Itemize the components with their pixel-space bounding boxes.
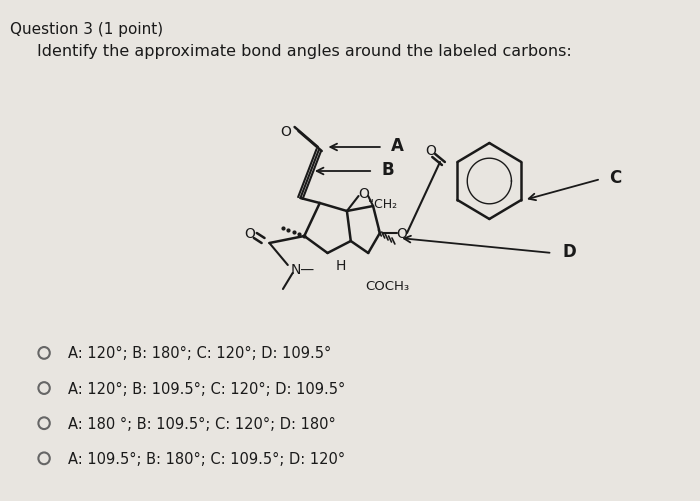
Text: A: 109.5°; B: 180°; C: 109.5°; D: 120°: A: 109.5°; B: 180°; C: 109.5°; D: 120° — [68, 451, 345, 466]
Text: D: D — [563, 242, 577, 261]
Text: B: B — [382, 161, 394, 179]
Text: O: O — [281, 125, 291, 139]
Text: O: O — [425, 144, 436, 158]
Text: COCH₃: COCH₃ — [365, 280, 410, 293]
Text: A: 120°; B: 180°; C: 120°; D: 109.5°: A: 120°; B: 180°; C: 120°; D: 109.5° — [68, 346, 331, 361]
Text: Identify the approximate bond angles around the labeled carbons:: Identify the approximate bond angles aro… — [37, 44, 572, 59]
Text: H: H — [336, 259, 346, 273]
Text: O: O — [397, 226, 407, 240]
Text: O: O — [358, 187, 369, 200]
Text: A: A — [391, 137, 404, 155]
Text: Question 3 (1 point): Question 3 (1 point) — [10, 22, 163, 37]
Text: N—: N— — [290, 263, 315, 277]
Text: O: O — [244, 226, 256, 240]
Text: A: 120°; B: 109.5°; C: 120°; D: 109.5°: A: 120°; B: 109.5°; C: 120°; D: 109.5° — [68, 381, 345, 396]
Text: C: C — [609, 169, 622, 187]
Text: A: 180 °; B: 109.5°; C: 120°; D: 180°: A: 180 °; B: 109.5°; C: 120°; D: 180° — [68, 416, 335, 431]
Text: ''CH₂: ''CH₂ — [368, 197, 398, 210]
